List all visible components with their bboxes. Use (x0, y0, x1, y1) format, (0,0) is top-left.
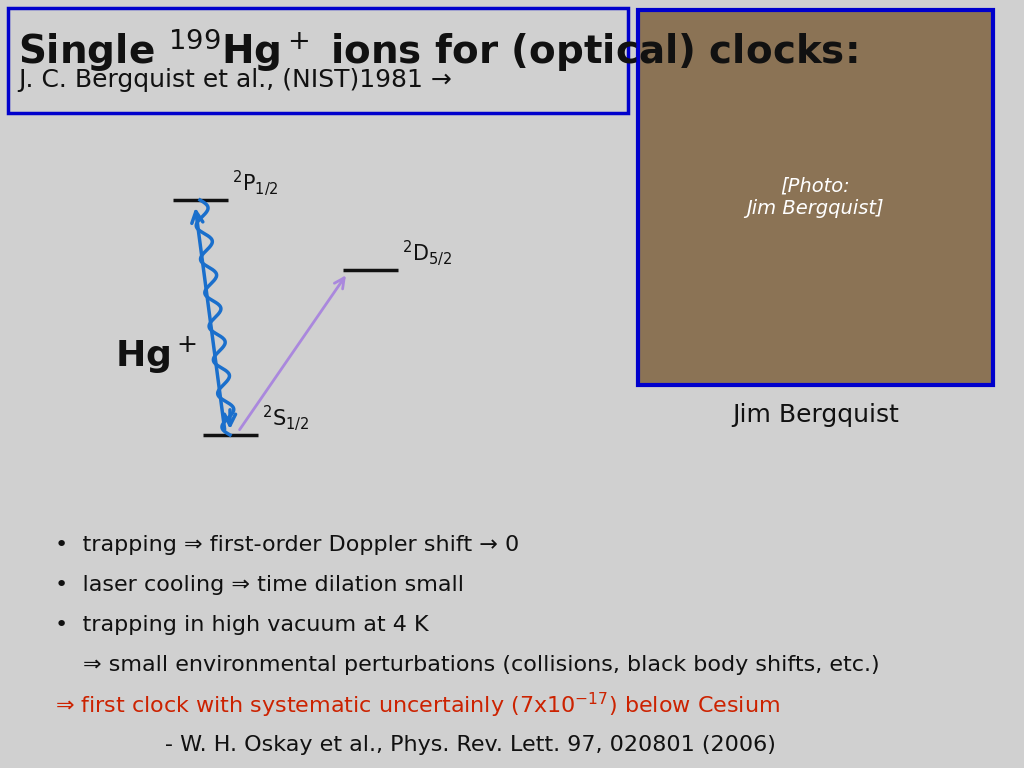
Text: - W. H. Oskay et al., Phys. Rev. Lett. 97, 020801 (2006): - W. H. Oskay et al., Phys. Rev. Lett. 9… (115, 735, 776, 755)
Text: •  laser cooling ⇒ time dilation small: • laser cooling ⇒ time dilation small (55, 575, 464, 595)
Text: Hg$^+$: Hg$^+$ (115, 334, 197, 376)
Text: $^2$S$_{1/2}$: $^2$S$_{1/2}$ (261, 404, 308, 433)
Text: $^2$P$_{1/2}$: $^2$P$_{1/2}$ (231, 169, 278, 198)
FancyBboxPatch shape (8, 8, 628, 113)
Text: Jim Bergquist: Jim Bergquist (732, 403, 899, 427)
Text: J. C. Bergquist et al., (NIST)1981 →: J. C. Bergquist et al., (NIST)1981 → (18, 68, 452, 92)
Text: •  trapping ⇒ first-order Doppler shift → 0: • trapping ⇒ first-order Doppler shift →… (55, 535, 519, 555)
Text: ⇒ first clock with systematic uncertainly (7x10$^{-17}$) below Cesium: ⇒ first clock with systematic uncertainl… (55, 690, 780, 720)
Text: [Photo:
Jim Bergquist]: [Photo: Jim Bergquist] (746, 177, 885, 218)
FancyBboxPatch shape (638, 10, 993, 385)
Text: Single $^{199}$Hg$^+$ ions for (optical) clocks:: Single $^{199}$Hg$^+$ ions for (optical)… (18, 26, 857, 74)
Text: ⇒ small environmental perturbations (collisions, black body shifts, etc.): ⇒ small environmental perturbations (col… (83, 655, 880, 675)
Text: $^2$D$_{5/2}$: $^2$D$_{5/2}$ (401, 239, 452, 268)
Text: •  trapping in high vacuum at 4 K: • trapping in high vacuum at 4 K (55, 615, 429, 635)
